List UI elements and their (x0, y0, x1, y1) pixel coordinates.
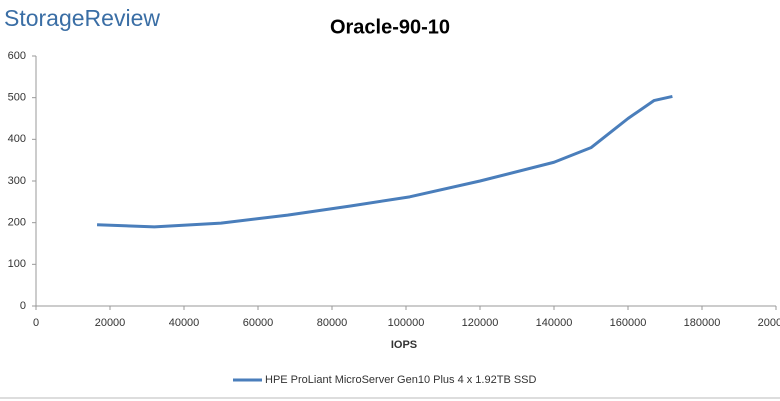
y-tick-label: 600 (8, 50, 26, 62)
y-tick-label: 0 (20, 300, 26, 312)
y-tick-label: 500 (8, 92, 26, 104)
x-tick-label: 60000 (243, 317, 274, 329)
y-tick-label: 200 (8, 217, 26, 229)
legend-label: HPE ProLiant MicroServer Gen10 Plus 4 x … (265, 374, 537, 386)
x-tick-label: 0 (33, 317, 39, 329)
x-axis-label: IOPS (391, 339, 417, 351)
x-tick-label: 20000 (95, 317, 126, 329)
y-tick-label: 300 (8, 175, 26, 187)
y-tick-label: 400 (8, 133, 26, 145)
y-tick-label: 100 (8, 258, 26, 270)
x-tick-label: 120000 (462, 317, 499, 329)
x-tick-label: 80000 (317, 317, 348, 329)
x-tick-label: 180000 (684, 317, 721, 329)
x-tick-label: 100000 (388, 317, 425, 329)
x-tick-label: 160000 (610, 317, 647, 329)
x-tick-label: 140000 (536, 317, 573, 329)
line-series (96, 94, 673, 229)
x-tick-label: 40000 (169, 317, 200, 329)
brand-logo: StorageReview (4, 5, 160, 31)
x-tick-label: 200000 (758, 317, 780, 329)
chart-title: Oracle-90-10 (330, 16, 450, 38)
